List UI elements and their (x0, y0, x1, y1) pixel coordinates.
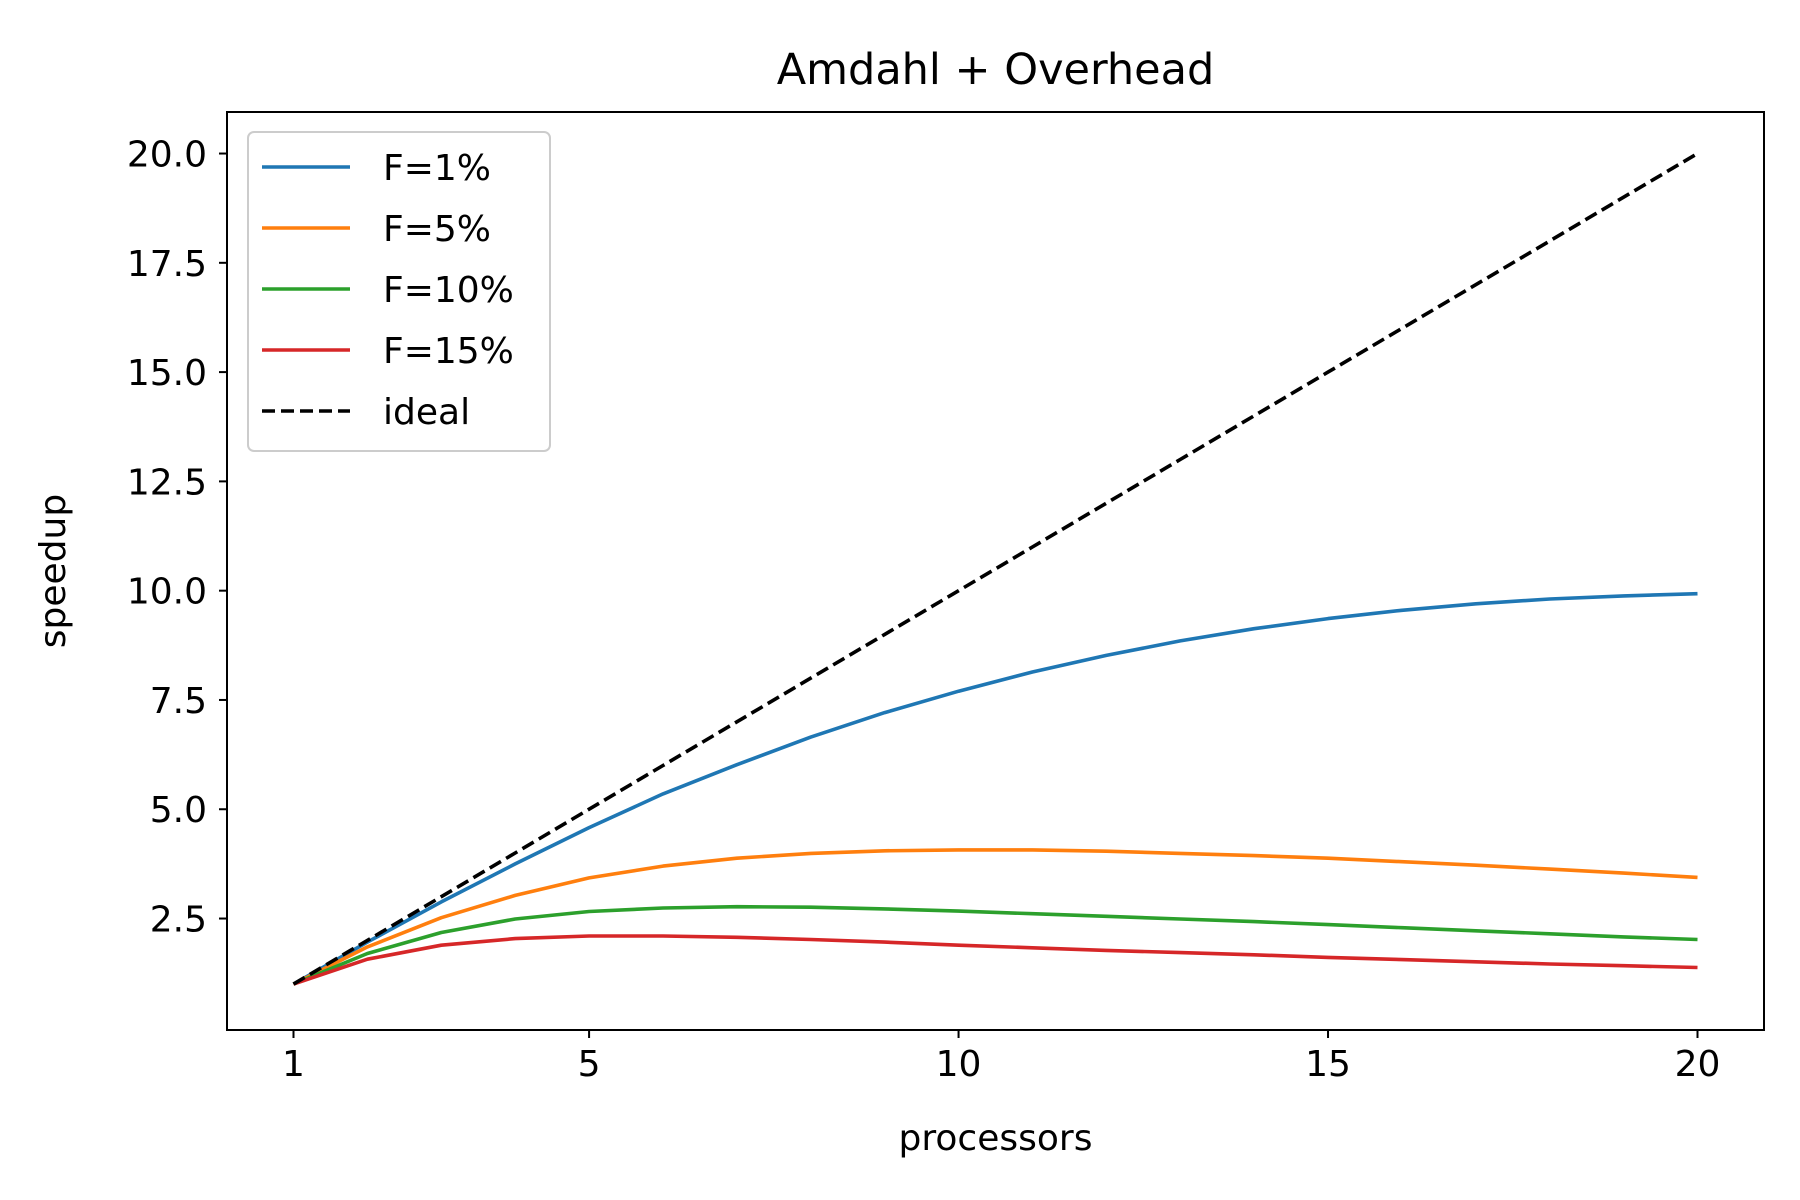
series-line-1 (292, 848, 1698, 986)
x-tick-label: 20 (1675, 1044, 1721, 1085)
x-tick-label: 5 (578, 1044, 601, 1085)
legend-label: F=15% (383, 331, 514, 372)
y-axis-label: speedup (33, 494, 74, 648)
x-tick-label: 15 (1305, 1044, 1351, 1085)
legend-label: ideal (383, 392, 470, 433)
y-tick-label: 15.0 (127, 353, 207, 394)
y-tick-label: 7.5 (150, 681, 207, 722)
y-tick-label: 12.5 (127, 462, 207, 503)
series-line-4 (292, 151, 1699, 986)
plot-frame (226, 111, 1765, 1031)
x-axis-label: processors (899, 1118, 1093, 1159)
series-line-2 (292, 904, 1698, 986)
series-layer (292, 151, 1699, 986)
legend-label: F=5% (383, 209, 491, 250)
y-tick-label: 10.0 (127, 572, 207, 613)
x-axis: 1 5 10 15 20 (282, 1030, 1720, 1085)
series-line-3 (292, 934, 1698, 986)
legend-box (247, 131, 551, 452)
legend-label: F=1% (383, 148, 491, 189)
y-axis: 2.5 5.0 7.5 10.0 12.5 15.0 17.5 20.0 (127, 135, 227, 941)
x-tick-label: 1 (282, 1044, 305, 1085)
y-tick-label: 5.0 (150, 790, 207, 831)
y-tick-label: 2.5 (150, 900, 207, 941)
chart-title: Amdahl + Overhead (777, 45, 1215, 95)
legend-label: F=10% (383, 270, 514, 311)
y-tick-label: 17.5 (127, 244, 207, 285)
x-tick-label: 10 (936, 1044, 982, 1085)
legend: F=1% F=5% F=10% F=15% ideal (247, 131, 551, 452)
series-line-0 (292, 591, 1698, 986)
y-tick-label: 20.0 (127, 135, 207, 176)
